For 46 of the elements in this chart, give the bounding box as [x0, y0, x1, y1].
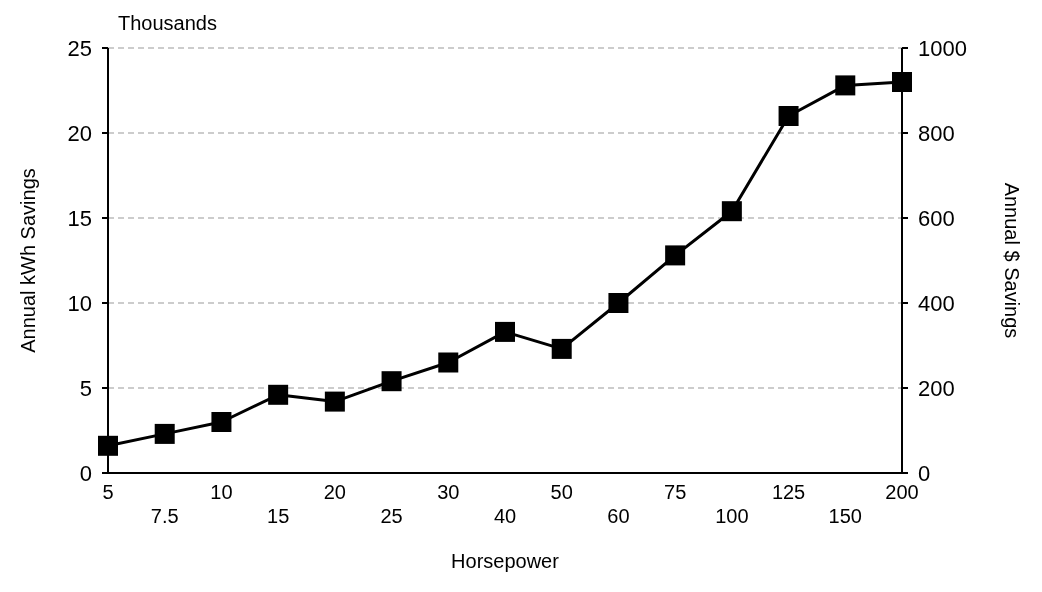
x-tick-label: 30 — [437, 481, 460, 503]
y-tick-label: 10 — [67, 291, 92, 316]
point — [268, 384, 289, 405]
x-axis-title: Horsepower — [451, 550, 560, 572]
x-tick-label: 50 — [550, 481, 573, 503]
point — [324, 391, 345, 412]
point — [665, 245, 686, 266]
point — [211, 412, 232, 432]
x-tick-label: 7.5 — [150, 505, 179, 527]
y-tick-label: 20 — [67, 121, 92, 146]
y2-tick-label: 400 — [918, 291, 955, 316]
point — [551, 338, 572, 359]
x-tick-label: 5 — [102, 481, 114, 503]
y-axis-title: Annual kWh Savings — [17, 168, 40, 353]
y-tick-label: 5 — [79, 376, 92, 401]
x-tick-label: 100 — [715, 505, 749, 527]
x-tick-label: 40 — [493, 505, 517, 527]
x-tick-label: 125 — [771, 481, 806, 503]
point — [154, 423, 175, 444]
point — [721, 201, 742, 222]
x-tick-label: 15 — [267, 505, 290, 527]
point — [778, 106, 799, 126]
y2-tick-label: 0 — [918, 461, 931, 486]
y2-tick-label: 200 — [918, 376, 955, 401]
y-tick-label: 25 — [67, 36, 92, 61]
x-tick-label: 20 — [323, 481, 346, 503]
point — [835, 75, 856, 96]
text: Thousands — [118, 12, 217, 35]
x-tick-label: 75 — [664, 481, 687, 503]
y2-tick-label: 600 — [918, 206, 955, 231]
y-tick-label: 15 — [67, 206, 92, 231]
point — [438, 352, 459, 373]
x-tick-label: 25 — [380, 505, 403, 527]
point — [98, 435, 118, 456]
y2-axis-title: Annual $ Savings — [1000, 182, 1023, 339]
point — [495, 321, 515, 342]
point — [892, 72, 912, 92]
x-tick-label: 150 — [828, 505, 862, 527]
point — [381, 371, 402, 392]
y-tick-label: 0 — [79, 461, 92, 486]
x-tick-label: 10 — [210, 481, 233, 503]
x-tick-label: 200 — [885, 481, 919, 503]
x-tick-label: 60 — [607, 505, 630, 527]
y2-tick-label: 1000 — [918, 36, 967, 61]
y2-tick-label: 800 — [918, 121, 955, 146]
point — [608, 293, 629, 313]
